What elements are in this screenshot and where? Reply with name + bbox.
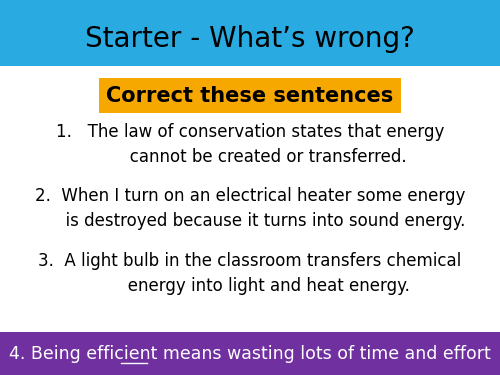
Bar <box>0 0 500 66</box>
Text: 3.  A light bulb in the classroom transfers chemical
       energy into light an: 3. A light bulb in the classroom transfe… <box>38 252 462 295</box>
Text: 4. Being efficient means wasting lots of time and effort: 4. Being efficient means wasting lots of… <box>9 345 491 363</box>
Text: Starter - What’s wrong?: Starter - What’s wrong? <box>85 26 415 53</box>
Text: 1.   The law of conservation states that energy
       cannot be created or tran: 1. The law of conservation states that e… <box>56 123 444 166</box>
Bar <box>0 332 500 375</box>
Text: Correct these sentences: Correct these sentences <box>106 86 394 106</box>
Text: 2.  When I turn on an electrical heater some energy
      is destroyed because i: 2. When I turn on an electrical heater s… <box>34 187 466 230</box>
